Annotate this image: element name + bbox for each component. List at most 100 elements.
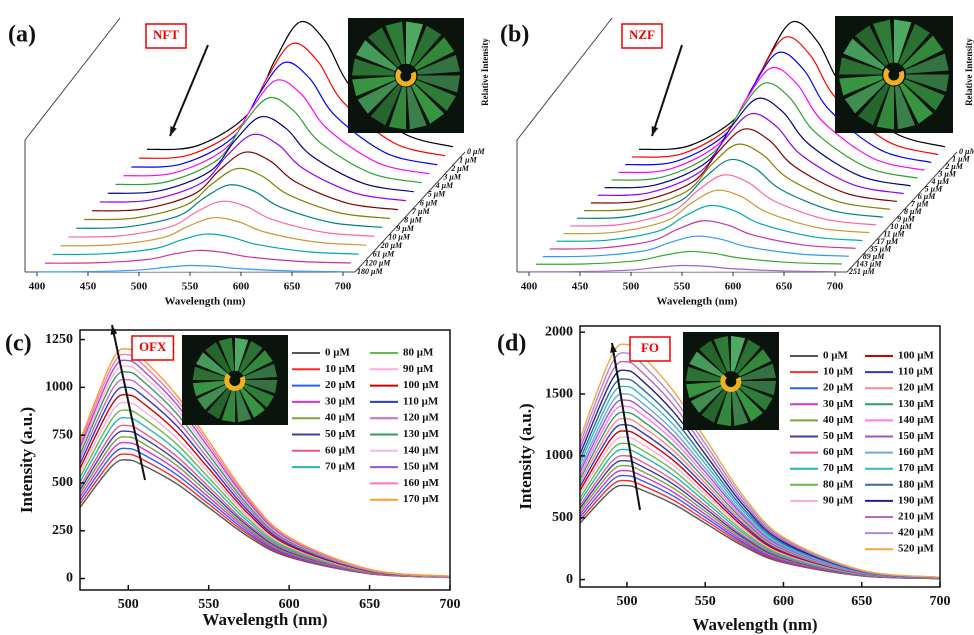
x-tick-label: 700 xyxy=(440,597,461,612)
legend-label: 20 μM xyxy=(823,382,854,394)
annotation-box xyxy=(145,23,187,49)
y-axis-label: Relative Intensity xyxy=(964,38,974,106)
legend-label: 120 μM xyxy=(898,382,934,394)
vial xyxy=(903,79,945,111)
vial xyxy=(894,85,916,130)
x-tick-label: 550 xyxy=(674,281,691,293)
vial xyxy=(192,366,227,380)
panel-label: (c) xyxy=(5,331,32,357)
vial xyxy=(385,21,406,65)
vial xyxy=(242,383,275,408)
legend-label: 80 μM xyxy=(403,347,434,359)
spectrum xyxy=(79,416,451,578)
x-tick-label: 400 xyxy=(29,281,46,293)
vial xyxy=(352,76,396,97)
x-tick-label: 650 xyxy=(776,281,793,293)
series-label: 251 μM xyxy=(848,267,875,276)
spectrum xyxy=(79,424,451,578)
spectrum xyxy=(44,249,351,264)
series-label: 11 μM xyxy=(883,229,905,238)
vial xyxy=(740,363,777,381)
legend-label: 130 μM xyxy=(403,428,439,440)
legend-label: 50 μM xyxy=(325,428,356,440)
legend-label: 20 μM xyxy=(325,379,356,391)
x-tick-label: 600 xyxy=(773,594,794,609)
x-tick-label: 600 xyxy=(725,281,742,293)
y-tick-label: 0 xyxy=(566,572,573,587)
center-mark xyxy=(883,67,905,86)
legend-label: 10 μM xyxy=(325,363,356,375)
legend-label: 70 μM xyxy=(823,462,854,474)
y-tick-label: 500 xyxy=(52,475,73,490)
annotation-box xyxy=(131,335,175,361)
series-label: 4 μM xyxy=(435,181,454,190)
vial xyxy=(855,25,889,66)
y-tick-label: 1500 xyxy=(545,386,573,401)
vial xyxy=(902,35,944,70)
series-label: 8 μM xyxy=(404,215,422,224)
x-tick-label: 450 xyxy=(572,281,589,293)
legend-label: 0 μM xyxy=(823,350,848,362)
series-label: 10 μM xyxy=(388,233,410,242)
series-label: 1 μM xyxy=(459,155,477,164)
vial xyxy=(734,339,761,374)
vial xyxy=(238,340,263,373)
series-label: 6 μM xyxy=(918,192,936,201)
series-label: 89 μM xyxy=(863,252,885,261)
center-mark xyxy=(720,374,742,392)
legend-label: 0 μM xyxy=(325,347,350,359)
x-tick-label: 650 xyxy=(359,597,380,612)
vial xyxy=(839,57,883,75)
panel-label: (d) xyxy=(497,331,526,357)
x-tick-label: 550 xyxy=(182,281,199,293)
legend-label: 140 μM xyxy=(898,414,934,426)
spectrum xyxy=(79,436,451,578)
annotation: OFX xyxy=(139,339,167,354)
legend-label: 180 μM xyxy=(898,478,934,490)
legend-label: 160 μM xyxy=(898,446,934,458)
legend-label: 160 μM xyxy=(403,477,439,489)
legend-label: 420 μM xyxy=(898,527,934,539)
vial xyxy=(716,390,731,427)
vial xyxy=(357,80,398,114)
vial xyxy=(898,23,930,66)
spectrum xyxy=(52,233,359,256)
x-tick-label: 550 xyxy=(695,594,716,609)
y-tick-label: 1000 xyxy=(45,380,73,395)
series-label: 180 μM xyxy=(357,267,383,276)
y-tick-label: 0 xyxy=(66,571,73,586)
spectrum xyxy=(579,442,941,579)
legend-label: 190 μM xyxy=(898,494,934,506)
series-label: 17 μM xyxy=(877,237,899,246)
vial xyxy=(388,86,406,130)
vial xyxy=(243,380,278,394)
vial xyxy=(689,351,724,378)
vial xyxy=(416,54,460,75)
panel-label: (a) xyxy=(8,22,36,48)
vial xyxy=(740,381,777,396)
vial xyxy=(713,335,731,372)
arrow-shaft xyxy=(169,44,209,137)
vial xyxy=(685,366,722,381)
arrow-head xyxy=(651,126,659,136)
series-label: 7 μM xyxy=(911,199,929,208)
series-label: 5 μM xyxy=(925,184,943,193)
legend-label: 140 μM xyxy=(403,444,439,456)
center-mark xyxy=(395,68,417,87)
vial xyxy=(876,85,894,130)
series-label: 61 μM xyxy=(373,250,395,259)
legend-label: 100 μM xyxy=(403,379,439,391)
series-label: 120 μM xyxy=(365,258,391,267)
x-tick-label: 400 xyxy=(521,281,538,293)
legend-label: 30 μM xyxy=(325,395,356,407)
series-label: 2 μM xyxy=(450,164,469,173)
vial xyxy=(894,19,912,64)
legend-label: 110 μM xyxy=(403,395,439,407)
legend-label: 150 μM xyxy=(403,461,439,473)
arrow-shaft xyxy=(611,342,641,511)
legend-label: 170 μM xyxy=(898,462,934,474)
axis-line xyxy=(24,17,121,141)
vial xyxy=(195,352,228,377)
x-axis-label: Wavelength (nm) xyxy=(657,296,738,308)
